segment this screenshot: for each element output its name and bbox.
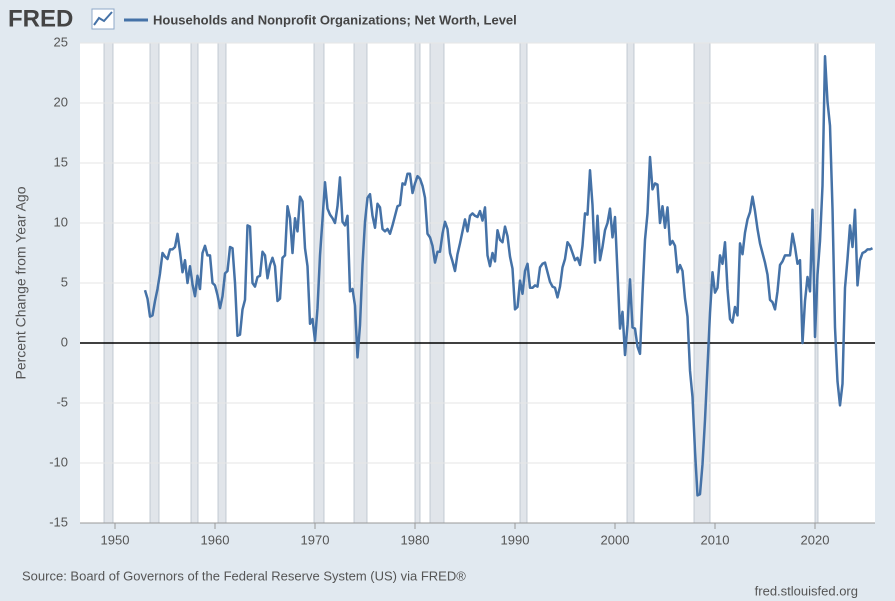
x-tick-label: 1950	[101, 532, 130, 547]
x-tick-label: 1960	[201, 532, 230, 547]
y-tick-label: -15	[49, 514, 68, 529]
x-tick-label: 2020	[801, 532, 830, 547]
y-tick-label: 10	[54, 214, 68, 229]
data-line	[143, 54, 874, 497]
x-tick-label: 1970	[301, 532, 330, 547]
source: Source: Board of Governors of the Federa…	[22, 568, 466, 583]
y-tick-label: -10	[49, 454, 68, 469]
y-tick-label: -5	[56, 394, 68, 409]
y-axis-label: Percent Change from Year Ago	[13, 186, 29, 379]
x-tick-label: 1980	[401, 532, 430, 547]
legend-label: Households and Nonprofit Organizations; …	[153, 12, 517, 27]
logo: FRED	[8, 5, 73, 32]
y-tick-label: 25	[54, 34, 68, 49]
logo-icon	[91, 8, 115, 30]
x-tick-label: 1990	[501, 532, 530, 547]
y-tick-label: 5	[61, 274, 68, 289]
y-tick-label: 20	[54, 94, 68, 109]
x-tick-label: 2010	[701, 532, 730, 547]
y-tick-label: 0	[61, 334, 68, 349]
x-tick-label: 2000	[601, 532, 630, 547]
site: fred.stlouisfed.org	[755, 583, 858, 598]
y-tick-label: 15	[54, 154, 68, 169]
